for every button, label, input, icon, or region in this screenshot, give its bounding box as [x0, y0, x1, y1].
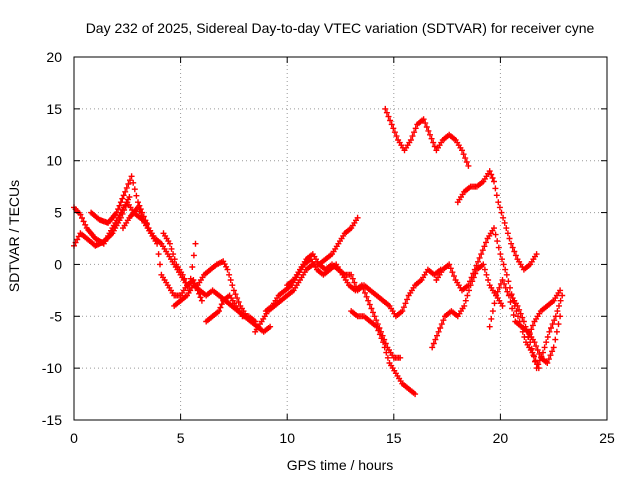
y-tick-label: -5	[50, 308, 63, 324]
x-tick-label: 5	[177, 430, 185, 446]
y-tick-label: 15	[46, 101, 62, 117]
series-arc-l	[348, 308, 419, 398]
series-arc-p	[433, 225, 542, 372]
y-axis-label: SDTVAR / TECUs	[6, 180, 22, 292]
series-markers	[433, 225, 542, 372]
axis-ticks: 0 5 10 15 20 25 -15 -10 -5 0 5 10 15 20	[42, 49, 615, 446]
series-markers	[348, 308, 419, 398]
series-markers	[120, 204, 205, 304]
data-points	[71, 105, 566, 398]
y-tick-label: 20	[46, 49, 62, 65]
x-axis-label: GPS time / hours	[287, 457, 394, 473]
series-arc-h	[194, 258, 250, 320]
series-arc-k	[284, 251, 444, 320]
y-tick-label: 0	[54, 256, 62, 272]
x-tick-label: 10	[279, 430, 295, 446]
x-tick-label: 20	[493, 430, 509, 446]
series-arc-n	[454, 168, 540, 273]
y-tick-label: 10	[46, 153, 62, 169]
plot-frame	[73, 56, 608, 421]
y-tick-label: -15	[42, 412, 62, 428]
series-markers	[284, 251, 444, 320]
series-arc-d	[120, 204, 205, 304]
x-tick-label: 15	[386, 430, 402, 446]
chart-title: Day 232 of 2025, Sidereal Day-to-day VTE…	[86, 20, 595, 36]
x-tick-label: 25	[599, 430, 615, 446]
series-markers	[194, 258, 250, 320]
y-tick-label: -10	[42, 360, 62, 376]
series-markers	[525, 287, 564, 340]
x-tick-label: 0	[70, 430, 78, 446]
series-arc-s	[525, 287, 564, 340]
series-arc-m	[382, 105, 472, 169]
series-markers	[454, 168, 540, 273]
series-markers	[382, 105, 472, 169]
y-tick-label: 5	[54, 205, 62, 221]
